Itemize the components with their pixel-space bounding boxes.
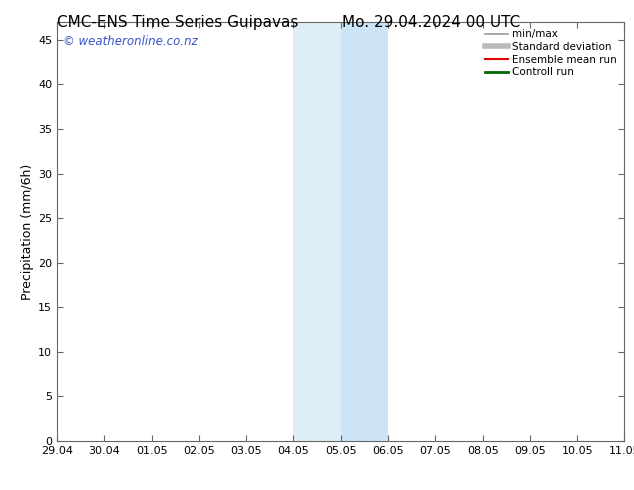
Text: Mo. 29.04.2024 00 UTC: Mo. 29.04.2024 00 UTC (342, 15, 521, 30)
Legend: min/max, Standard deviation, Ensemble mean run, Controll run: min/max, Standard deviation, Ensemble me… (483, 27, 619, 79)
Bar (294, 22, 341, 441)
Y-axis label: Precipitation (mm/6h): Precipitation (mm/6h) (21, 163, 34, 300)
Bar (624, 22, 634, 441)
Text: © weatheronline.co.nz: © weatheronline.co.nz (63, 35, 197, 48)
Bar (341, 22, 388, 441)
Text: CMC-ENS Time Series Guipavas: CMC-ENS Time Series Guipavas (57, 15, 298, 30)
